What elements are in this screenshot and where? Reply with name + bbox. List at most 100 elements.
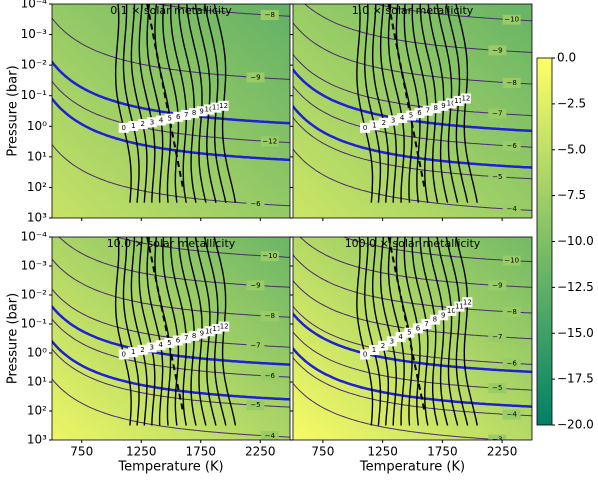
profile-label: 4 (398, 333, 403, 341)
panel-title: 100.0 × solar metallicity (345, 237, 481, 250)
y-axis-label: Pressure (bar) (6, 293, 21, 384)
colorbar-tick-label: −20.0 (557, 418, 594, 432)
profile-label: 9 (441, 102, 445, 110)
tp-profile (122, 237, 140, 426)
profile-label-bg (404, 327, 415, 338)
tp-profile (213, 4, 237, 203)
contour-label-bg (260, 431, 279, 440)
profile-label-bg (189, 108, 200, 119)
condensation-curve (52, 339, 290, 401)
panel-frame (292, 3, 533, 219)
tp-profile (170, 237, 187, 426)
y-axis-label: Pressure (bar) (6, 65, 21, 156)
contour-label-bg (488, 383, 507, 394)
dashed-profile (146, 4, 184, 188)
profile-label-bg (128, 347, 139, 358)
profile-label-bg (395, 332, 406, 343)
contour-label: −4 (265, 432, 276, 440)
contour-label-bg (502, 204, 521, 215)
tp-profile (186, 4, 207, 203)
x-tick-label: 1250 (367, 445, 398, 459)
profile-label-bg (211, 102, 222, 113)
profile-label-bg (147, 117, 158, 128)
profile-label: 6 (176, 113, 181, 121)
colorbar-tick-label: −2.5 (557, 96, 586, 110)
profile-label: 9 (199, 107, 203, 115)
profile-label-bg (405, 110, 416, 121)
contour-label: −8 (265, 11, 275, 19)
tp-profile (455, 237, 478, 426)
profile-label: 11 (212, 325, 221, 333)
y-tick-label: 10⁻³ (21, 259, 48, 273)
y-tick-label: 10⁻¹ (21, 88, 48, 102)
tp-profile (387, 4, 405, 203)
contour-label-bg (488, 171, 507, 182)
contour-label: −8 (507, 79, 517, 87)
profile-label: 4 (159, 116, 164, 124)
x-axis-label: Temperature (K) (117, 460, 223, 475)
profile-label: 1 (372, 121, 376, 129)
contour-label: −7 (492, 333, 502, 341)
profile-label-bg (430, 103, 441, 114)
x-tick-label: 750 (311, 445, 334, 459)
profile-label-bg (172, 335, 183, 346)
profile-label-bg (453, 95, 464, 106)
profile-label: 2 (382, 119, 386, 127)
profile-label: 7 (426, 107, 430, 115)
contour-label-bg (502, 77, 521, 88)
tp-profile (427, 237, 449, 426)
panel-frame (51, 3, 291, 219)
profile-label: 3 (149, 343, 153, 351)
profile-label-bg (204, 326, 215, 337)
profile-label-bg (128, 120, 139, 131)
tp-profile (411, 4, 429, 203)
contour-label-bg (260, 136, 279, 147)
profile-label: 9 (441, 311, 445, 319)
profile-label-bg (219, 321, 230, 332)
profile-label: 1 (131, 122, 135, 130)
tp-profile (379, 237, 397, 426)
y-tick-label: 10⁻³ (21, 27, 48, 41)
tp-profile (356, 4, 374, 203)
contour-label: −7 (250, 341, 260, 349)
x-axis-label: Temperature (K) (359, 460, 465, 475)
x-tick-label: 2250 (487, 445, 518, 459)
profile-label: 8 (433, 316, 437, 324)
contour-label-bg (502, 255, 521, 266)
contour-label: −4 (507, 205, 518, 213)
tp-profile (403, 4, 421, 203)
profile-label: 2 (140, 346, 144, 354)
colorbar-tick-label: −15.0 (557, 326, 594, 340)
profile-label-bg (414, 108, 425, 119)
contour-label-bg (246, 198, 265, 209)
panel-title: 10.0 × solar metallicity (107, 237, 236, 250)
profile-label-bg (377, 340, 388, 351)
tp-profile (162, 237, 180, 426)
tp-profile (114, 237, 132, 426)
colorbar (536, 57, 553, 426)
tp-profile (372, 237, 389, 426)
profile-label: 0 (363, 350, 367, 358)
contour-label: −9 (250, 281, 260, 289)
profile-label-bg (422, 105, 433, 116)
contour-label-bg (260, 311, 279, 322)
tp-profile (387, 237, 405, 426)
profile-label: 12 (463, 298, 472, 306)
profile-label-bg (189, 330, 200, 341)
profile-label-bg (421, 319, 432, 329)
tp-profile (130, 237, 148, 426)
profile-label: 6 (416, 324, 421, 332)
tp-profile (162, 4, 180, 203)
contour-label: −6 (507, 359, 518, 367)
condensation-curve (52, 96, 290, 162)
y-tick-label: 10⁻² (21, 288, 48, 302)
contour-label-bg (502, 141, 521, 152)
tp-profile (395, 4, 413, 203)
tp-profile (356, 237, 374, 426)
profile-label: 12 (219, 102, 228, 110)
contour-label: −10 (504, 257, 519, 265)
y-tick-label: 10⁻⁴ (21, 230, 48, 244)
profile-label: 0 (122, 350, 126, 358)
contour-label-bg (246, 72, 265, 83)
